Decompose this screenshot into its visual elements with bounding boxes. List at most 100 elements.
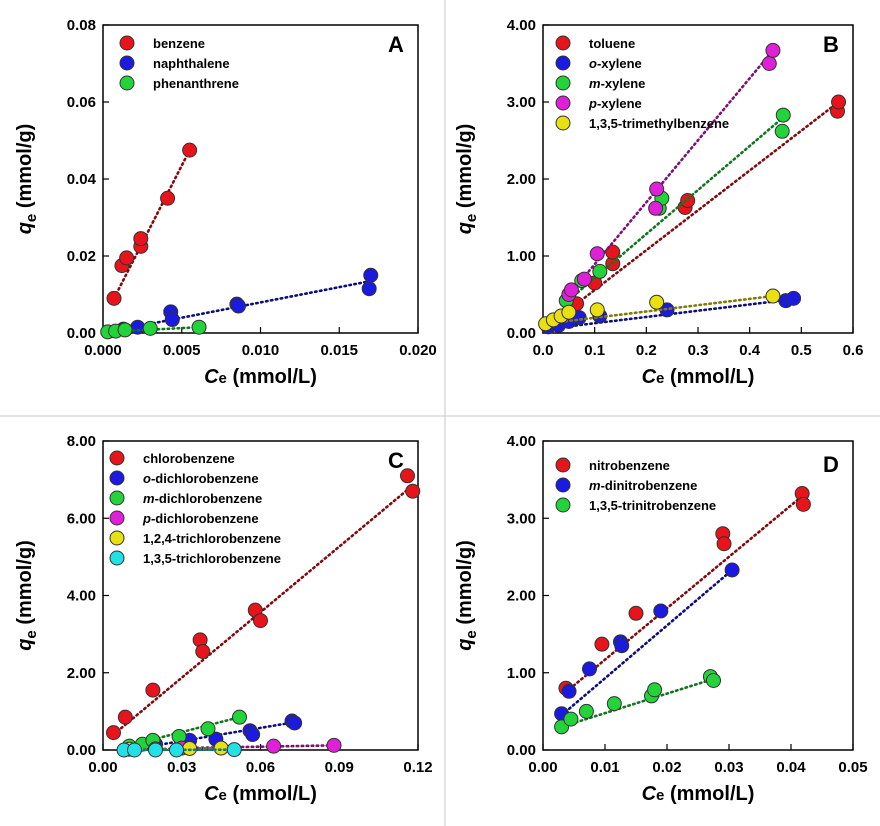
y-tick-label: 0.08 xyxy=(67,17,96,34)
legend-label: naphthalene xyxy=(153,56,230,71)
y-axis-label: qe (mmol/g) xyxy=(14,540,40,651)
series-chlorobenzene xyxy=(106,468,421,741)
data-point xyxy=(561,683,577,699)
data-point xyxy=(724,562,740,578)
x-tick-label: 0.01 xyxy=(590,759,619,776)
legend-marker xyxy=(109,450,125,466)
y-tick-label: 3.00 xyxy=(507,94,536,111)
legend-label: o-xylene xyxy=(589,56,642,71)
data-point xyxy=(142,320,158,336)
data-point xyxy=(765,288,781,304)
legend-label: o-dichlorobenzene xyxy=(143,471,259,486)
data-point xyxy=(786,290,802,306)
data-point xyxy=(253,613,268,629)
x-axis-label: Ce (mmol/L) xyxy=(642,366,755,388)
y-tick-label: 4.00 xyxy=(507,433,536,450)
y-axis-label: qe (mmol/g) xyxy=(454,540,480,651)
series-benzene xyxy=(106,142,198,306)
x-tick-label: 0.0 xyxy=(533,342,554,359)
legend-marker xyxy=(555,477,571,493)
trend-line xyxy=(154,720,296,747)
trend-line xyxy=(112,484,415,736)
legend-marker xyxy=(555,75,571,91)
x-tick-label: 0.03 xyxy=(714,759,743,776)
data-point xyxy=(145,682,161,698)
trend-line xyxy=(564,493,805,694)
y-tick-label: 2.00 xyxy=(507,588,536,605)
data-point xyxy=(400,468,415,484)
data-point xyxy=(127,742,142,758)
x-tick-label: 0.02 xyxy=(652,759,681,776)
data-point xyxy=(680,193,696,209)
data-point xyxy=(169,742,184,758)
trend-line xyxy=(567,100,840,312)
data-point xyxy=(266,738,282,754)
data-point xyxy=(232,709,247,725)
data-point xyxy=(649,181,665,197)
x-axis-label: Ce (mmol/L) xyxy=(642,783,755,805)
legend-marker xyxy=(119,55,135,71)
data-point xyxy=(592,263,608,279)
y-tick-label: 8.00 xyxy=(67,433,96,450)
series-1-3-5-trimethylbenzene xyxy=(538,288,781,332)
trend-line xyxy=(117,279,373,332)
data-point xyxy=(563,711,579,727)
data-point xyxy=(106,290,122,306)
data-point xyxy=(117,322,133,338)
data-point xyxy=(614,638,630,654)
data-point xyxy=(287,715,303,731)
y-tick-label: 0.02 xyxy=(67,248,96,265)
data-point xyxy=(795,496,811,512)
data-point xyxy=(706,672,721,688)
legend-marker xyxy=(555,115,571,131)
data-point xyxy=(716,536,732,552)
data-point xyxy=(775,107,791,123)
y-axis-label: qe (mmol/g) xyxy=(14,124,40,235)
series-p-dichlorobenzene xyxy=(174,737,342,756)
plot-area-frame xyxy=(102,440,419,751)
x-tick-label: 0.04 xyxy=(776,759,806,776)
trend-line xyxy=(544,294,775,326)
data-point xyxy=(230,298,246,314)
x-tick-label: 0.1 xyxy=(584,342,605,359)
y-tick-label: 0.00 xyxy=(507,325,536,342)
series-m-xylene xyxy=(558,107,791,309)
y-tick-label: 1.00 xyxy=(507,248,536,265)
series-m-dinitrobenzene xyxy=(554,562,740,722)
legend-marker xyxy=(119,35,135,51)
trend-line xyxy=(112,148,191,300)
panel-letter: C xyxy=(388,448,404,473)
y-tick-label: 4.00 xyxy=(507,17,536,34)
y-tick-label: 4.00 xyxy=(67,588,96,605)
legend-label: phenanthrene xyxy=(153,76,239,91)
data-point xyxy=(195,644,211,660)
series-phenanthrene xyxy=(100,319,207,340)
series-1-3-5-trinitrobenzene xyxy=(554,669,721,735)
legend-label: m-dinitrobenzene xyxy=(589,478,697,493)
legend-label: m-xylene xyxy=(589,76,645,91)
trend-line xyxy=(560,568,734,717)
data-point xyxy=(133,231,149,247)
data-point xyxy=(647,682,663,698)
data-point xyxy=(245,727,261,743)
data-point xyxy=(130,319,146,335)
legend-label: nitrobenzene xyxy=(589,458,670,473)
y-tick-label: 0.04 xyxy=(67,171,97,188)
chart-panel-a: 0.000 0.005 0.010 0.015 0.020 0.00 0.02 0.04 0.0… xyxy=(14,17,437,388)
y-tick-label: 0.00 xyxy=(67,742,96,759)
data-point xyxy=(164,312,180,328)
panel-letter: B xyxy=(823,32,839,57)
x-tick-label: 0.6 xyxy=(843,342,864,359)
series-nitrobenzene xyxy=(558,486,811,696)
legend-label: 1,3,5-trichlorobenzene xyxy=(143,551,281,566)
data-point xyxy=(405,483,421,499)
y-tick-label: 0.06 xyxy=(67,94,96,111)
legend-label: chlorobenzene xyxy=(143,451,235,466)
data-point xyxy=(191,319,207,335)
chart-panel-b: 0.0 0.1 0.2 0.3 0.4 0.5 0.6 0.00 1.00 2.00 3.00 4.0… xyxy=(454,17,863,388)
x-tick-label: 0.03 xyxy=(167,759,196,776)
data-point xyxy=(200,721,216,737)
data-point xyxy=(182,142,198,158)
legend-marker xyxy=(109,470,125,486)
